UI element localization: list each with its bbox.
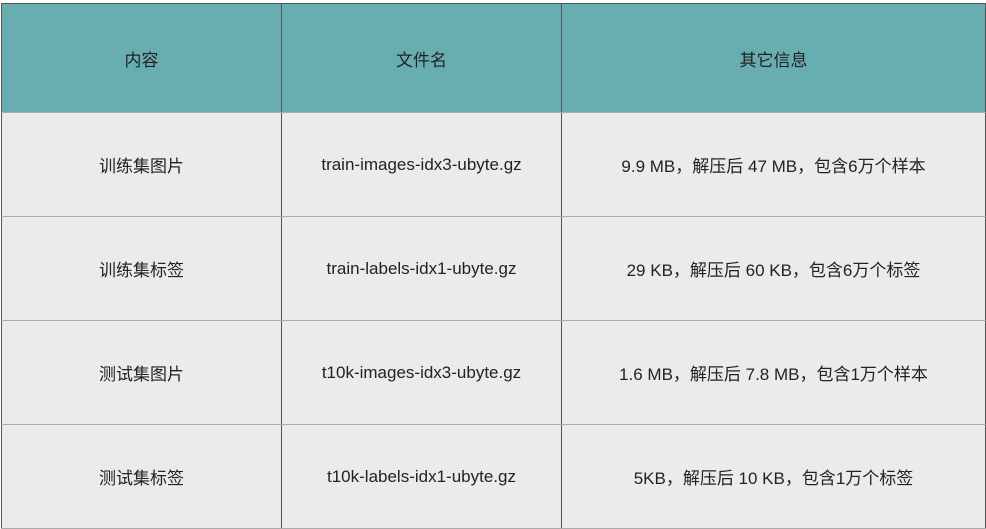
header-row: 内容 文件名 其它信息 <box>1 3 986 113</box>
cell-content: 训练集图片 <box>1 112 282 217</box>
cell-content: 测试集图片 <box>1 320 282 425</box>
table-row: 训练集图片 train-images-idx3-ubyte.gz 9.9 MB，… <box>1 112 986 217</box>
cell-filename: train-labels-idx1-ubyte.gz <box>281 216 562 321</box>
cell-filename: t10k-labels-idx1-ubyte.gz <box>281 424 562 529</box>
header-content: 内容 <box>1 3 282 113</box>
table-row: 测试集标签 t10k-labels-idx1-ubyte.gz 5KB，解压后 … <box>1 424 986 529</box>
cell-content: 训练集标签 <box>1 216 282 321</box>
header-other-info: 其它信息 <box>561 3 986 113</box>
cell-other-info: 9.9 MB，解压后 47 MB，包含6万个样本 <box>561 112 986 217</box>
cell-filename: t10k-images-idx3-ubyte.gz <box>281 320 562 425</box>
cell-content: 测试集标签 <box>1 424 282 529</box>
cell-filename: train-images-idx3-ubyte.gz <box>281 112 562 217</box>
dataset-files-table: 内容 文件名 其它信息 训练集图片 train-images-idx3-ubyt… <box>1 3 986 529</box>
table-row: 训练集标签 train-labels-idx1-ubyte.gz 29 KB，解… <box>1 216 986 321</box>
cell-other-info: 1.6 MB，解压后 7.8 MB，包含1万个样本 <box>561 320 986 425</box>
header-filename: 文件名 <box>281 3 562 113</box>
cell-other-info: 5KB，解压后 10 KB，包含1万个标签 <box>561 424 986 529</box>
cell-other-info: 29 KB，解压后 60 KB，包含6万个标签 <box>561 216 986 321</box>
table-row: 测试集图片 t10k-images-idx3-ubyte.gz 1.6 MB，解… <box>1 320 986 425</box>
